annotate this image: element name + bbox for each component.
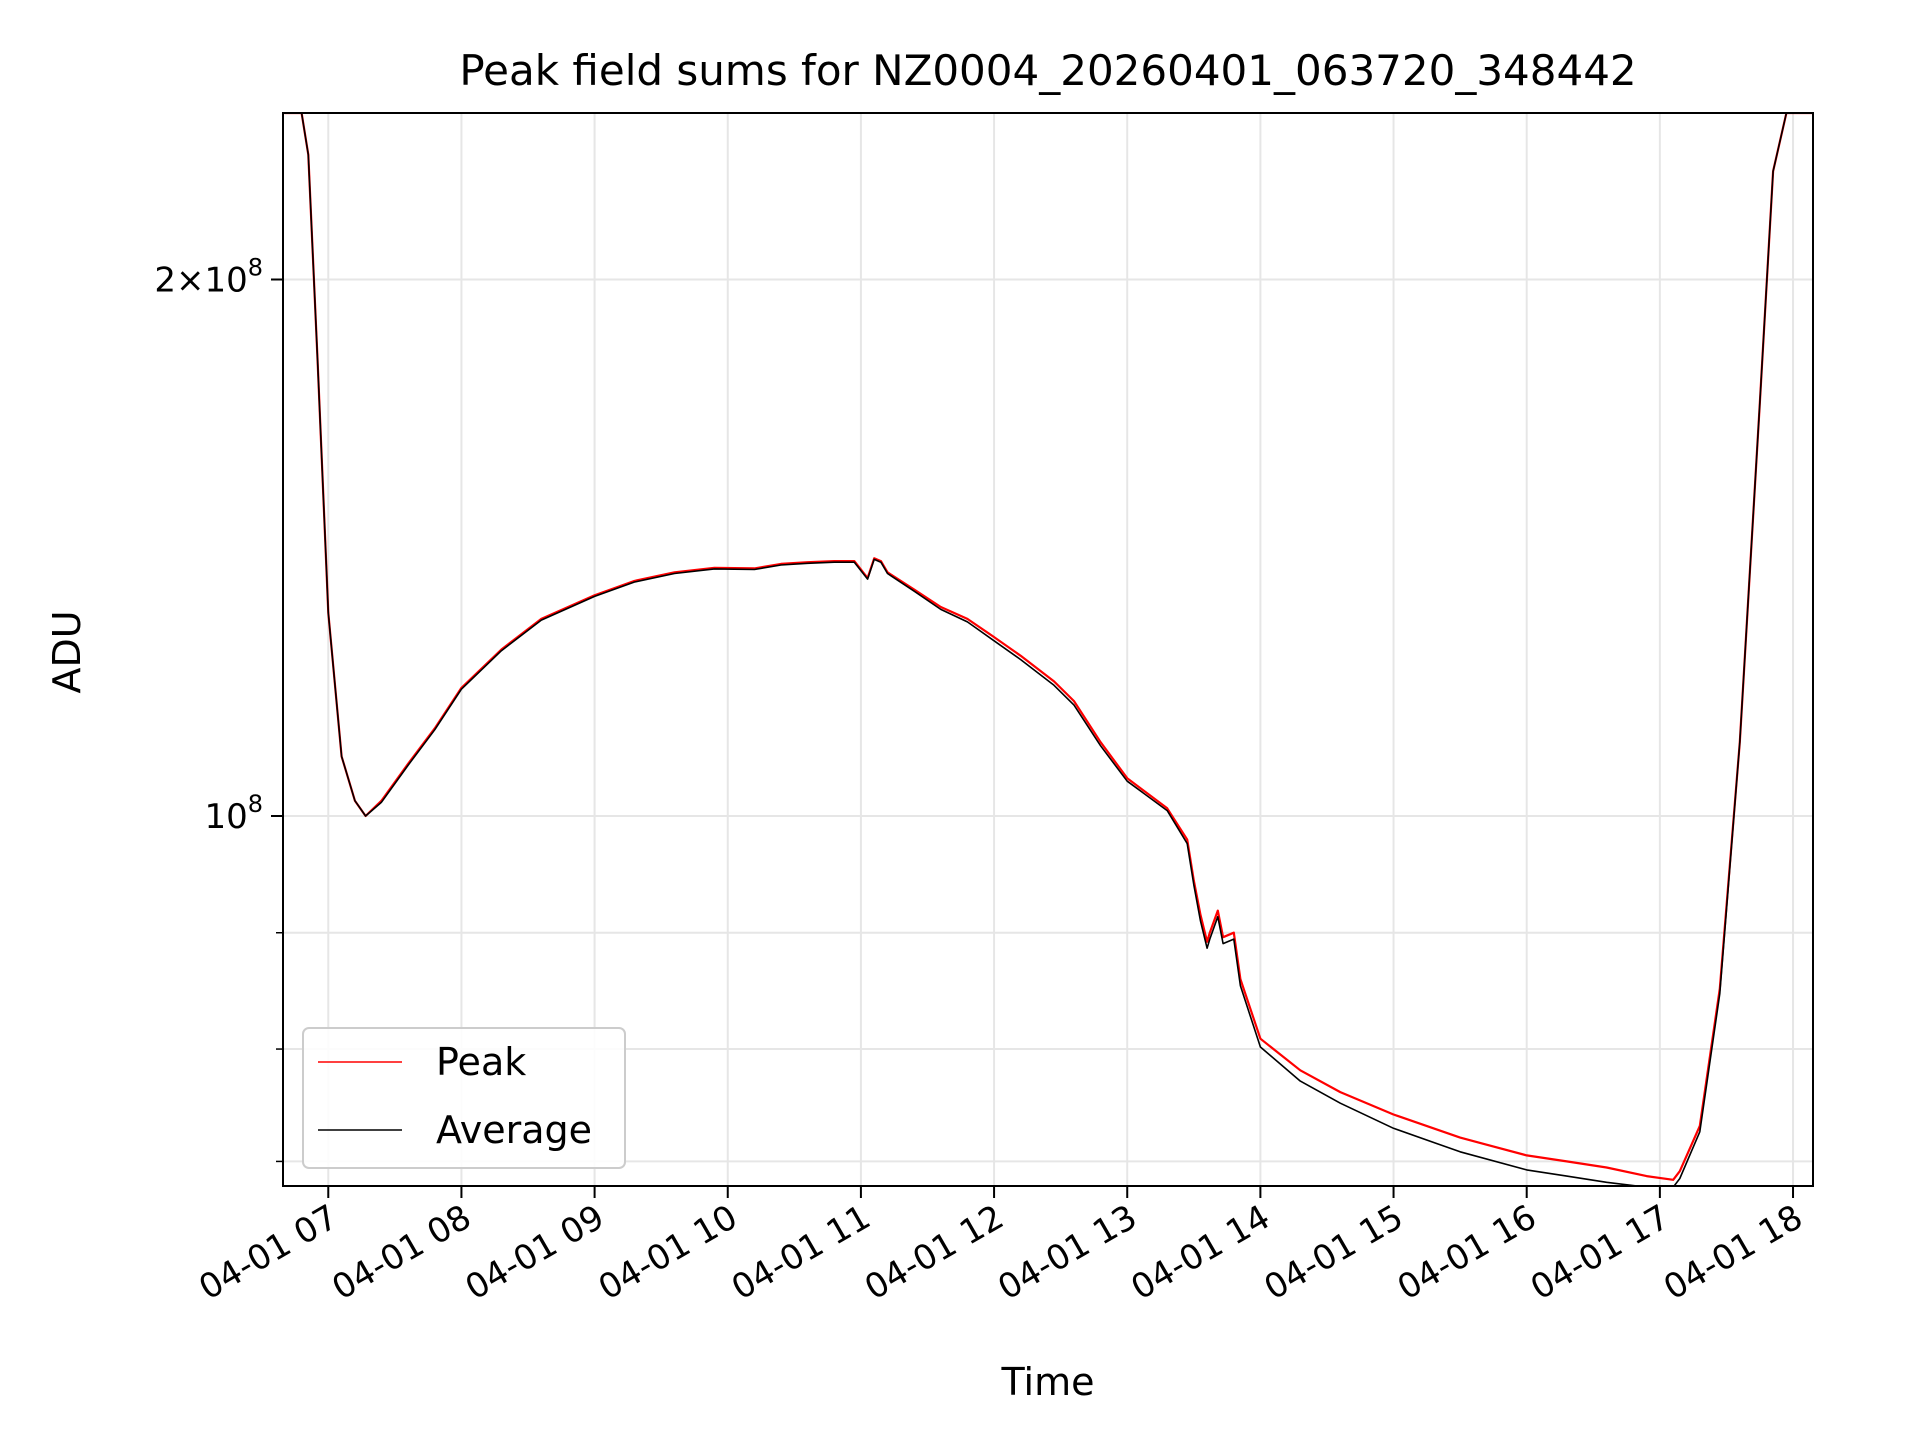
x-tick-label: 04-01 10 xyxy=(592,1197,744,1308)
x-tick-label: 04-01 17 xyxy=(1524,1197,1676,1308)
legend[interactable]: Peak Average xyxy=(302,1027,626,1169)
legend-label-average: Average xyxy=(436,1108,592,1152)
x-tick-label: 04-01 18 xyxy=(1657,1197,1809,1308)
x-tick-label: 04-01 13 xyxy=(991,1197,1143,1308)
y-axis: 108 2×108 xyxy=(154,253,283,1163)
series-line-peak xyxy=(284,113,1813,1181)
y-tick-label: 2×108 xyxy=(154,253,263,300)
x-tick-label: 04-01 16 xyxy=(1391,1197,1543,1308)
x-tick-label: 04-01 14 xyxy=(1124,1197,1276,1308)
series-line-average xyxy=(284,113,1813,1186)
x-tick-label: 04-01 12 xyxy=(858,1197,1010,1308)
legend-label-peak: Peak xyxy=(436,1040,526,1084)
x-axis-label: Time xyxy=(1001,1360,1095,1404)
x-tick-label: 04-01 09 xyxy=(459,1197,611,1308)
chart-title: Peak field sums for NZ0004_20260401_0637… xyxy=(459,46,1636,95)
plot-frame xyxy=(282,112,1814,1187)
y-axis-label: ADU xyxy=(45,610,89,693)
legend-box xyxy=(302,1027,626,1169)
x-tick-label: 04-01 08 xyxy=(326,1197,478,1308)
y-tick-label: 108 xyxy=(204,790,263,837)
x-tick-label: 04-01 11 xyxy=(725,1197,877,1308)
x-tick-label: 04-01 15 xyxy=(1258,1197,1410,1308)
series-layer xyxy=(284,113,1813,1186)
x-tick-label: 04-01 07 xyxy=(192,1197,344,1308)
grid xyxy=(283,113,1813,1186)
